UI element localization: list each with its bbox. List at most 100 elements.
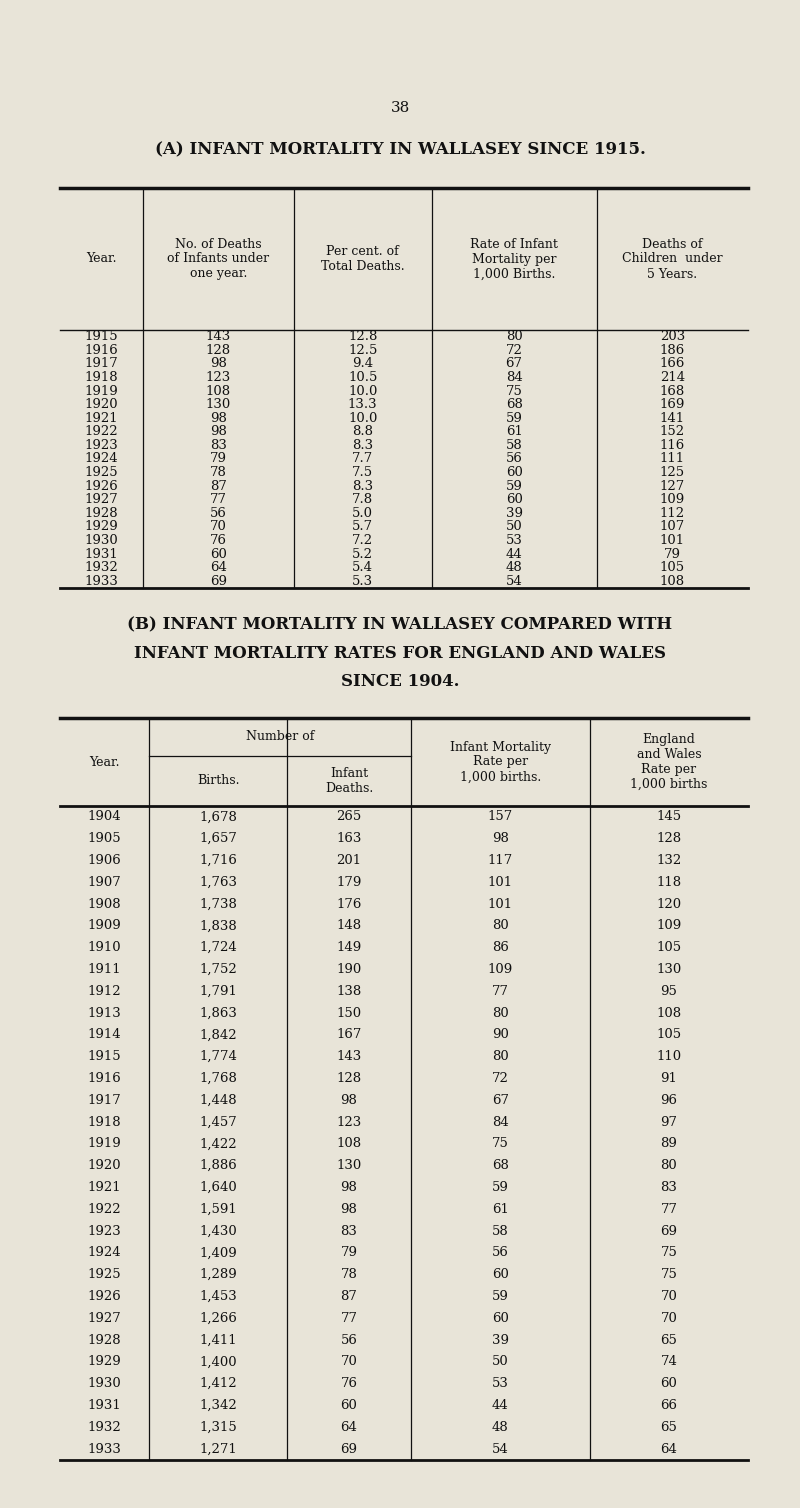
- Text: 120: 120: [656, 897, 682, 911]
- Text: 9.4: 9.4: [352, 357, 374, 371]
- Text: 166: 166: [660, 357, 685, 371]
- Text: 111: 111: [660, 452, 685, 466]
- Text: 1,838: 1,838: [199, 920, 237, 932]
- Text: 5.7: 5.7: [352, 520, 374, 534]
- Text: Year.: Year.: [90, 756, 120, 769]
- Text: 98: 98: [341, 1181, 358, 1194]
- Text: 132: 132: [656, 854, 682, 867]
- Text: 1924: 1924: [85, 452, 118, 466]
- Text: 1,678: 1,678: [199, 810, 237, 823]
- Text: 64: 64: [341, 1421, 358, 1434]
- Text: 148: 148: [336, 920, 362, 932]
- Text: 59: 59: [506, 480, 522, 493]
- Text: 72: 72: [506, 344, 522, 357]
- Text: 98: 98: [341, 1203, 358, 1215]
- Text: 1924: 1924: [88, 1247, 122, 1259]
- Text: 176: 176: [336, 897, 362, 911]
- Text: 80: 80: [492, 920, 509, 932]
- Text: 79: 79: [210, 452, 226, 466]
- Text: 108: 108: [656, 1007, 682, 1019]
- Text: 1915: 1915: [85, 330, 118, 344]
- Text: 77: 77: [492, 985, 509, 998]
- Text: 95: 95: [661, 985, 678, 998]
- Text: 60: 60: [492, 1268, 509, 1282]
- Text: 5.2: 5.2: [352, 547, 374, 561]
- Text: 87: 87: [341, 1289, 358, 1303]
- Text: 163: 163: [336, 832, 362, 844]
- Text: SINCE 1904.: SINCE 1904.: [341, 673, 459, 689]
- Text: 127: 127: [660, 480, 685, 493]
- Text: 1928: 1928: [85, 507, 118, 520]
- Text: 1915: 1915: [88, 1050, 122, 1063]
- Text: 84: 84: [492, 1116, 509, 1128]
- Text: 112: 112: [660, 507, 685, 520]
- Text: 125: 125: [660, 466, 685, 480]
- Text: 48: 48: [492, 1421, 509, 1434]
- Text: 130: 130: [336, 1160, 362, 1172]
- Text: 150: 150: [336, 1007, 362, 1019]
- Text: 1908: 1908: [88, 897, 122, 911]
- Text: 1,315: 1,315: [199, 1421, 237, 1434]
- Text: No. of Deaths
of Infants under
one year.: No. of Deaths of Infants under one year.: [167, 237, 270, 280]
- Text: 1927: 1927: [85, 493, 118, 507]
- Text: 1,886: 1,886: [199, 1160, 237, 1172]
- Text: 1,716: 1,716: [199, 854, 237, 867]
- Text: INFANT MORTALITY RATES FOR ENGLAND AND WALES: INFANT MORTALITY RATES FOR ENGLAND AND W…: [134, 644, 666, 662]
- Text: 67: 67: [492, 1093, 509, 1107]
- Text: 91: 91: [661, 1072, 678, 1084]
- Text: 60: 60: [492, 1312, 509, 1326]
- Text: 186: 186: [660, 344, 685, 357]
- Text: 83: 83: [210, 439, 226, 452]
- Text: 1,591: 1,591: [199, 1203, 237, 1215]
- Text: 64: 64: [210, 561, 226, 575]
- Text: 98: 98: [492, 832, 509, 844]
- Text: 214: 214: [660, 371, 685, 385]
- Text: 10.0: 10.0: [348, 385, 378, 398]
- Text: 105: 105: [656, 1028, 682, 1042]
- Text: 1923: 1923: [88, 1224, 122, 1238]
- Text: 90: 90: [492, 1028, 509, 1042]
- Text: 123: 123: [336, 1116, 362, 1128]
- Text: Infant Mortality
Rate per
1,000 births.: Infant Mortality Rate per 1,000 births.: [450, 740, 551, 784]
- Text: 76: 76: [341, 1377, 358, 1390]
- Text: 109: 109: [488, 964, 513, 976]
- Text: 56: 56: [492, 1247, 509, 1259]
- Text: 80: 80: [492, 1050, 509, 1063]
- Text: 1911: 1911: [88, 964, 122, 976]
- Text: 7.7: 7.7: [352, 452, 374, 466]
- Text: 59: 59: [506, 412, 522, 425]
- Text: 105: 105: [656, 941, 682, 955]
- Text: 101: 101: [488, 876, 513, 888]
- Text: 12.8: 12.8: [348, 330, 378, 344]
- Text: 5.4: 5.4: [352, 561, 374, 575]
- Text: 77: 77: [660, 1203, 678, 1215]
- Text: 53: 53: [492, 1377, 509, 1390]
- Text: 65: 65: [661, 1333, 678, 1347]
- Text: 1,400: 1,400: [199, 1356, 237, 1368]
- Text: 1925: 1925: [85, 466, 118, 480]
- Text: 167: 167: [336, 1028, 362, 1042]
- Text: 98: 98: [341, 1093, 358, 1107]
- Text: 1933: 1933: [88, 1443, 122, 1455]
- Text: 75: 75: [506, 385, 522, 398]
- Text: 79: 79: [664, 547, 681, 561]
- Text: 1928: 1928: [88, 1333, 122, 1347]
- Text: 70: 70: [341, 1356, 358, 1368]
- Text: Year.: Year.: [86, 252, 117, 265]
- Text: 12.5: 12.5: [348, 344, 378, 357]
- Text: 58: 58: [506, 439, 522, 452]
- Text: 86: 86: [492, 941, 509, 955]
- Text: 80: 80: [492, 1007, 509, 1019]
- Text: 1932: 1932: [85, 561, 118, 575]
- Text: 1916: 1916: [88, 1072, 122, 1084]
- Text: 69: 69: [660, 1224, 678, 1238]
- Text: 98: 98: [210, 412, 226, 425]
- Text: 1,266: 1,266: [199, 1312, 237, 1326]
- Text: 1,738: 1,738: [199, 897, 237, 911]
- Text: 50: 50: [492, 1356, 509, 1368]
- Text: 1,430: 1,430: [199, 1224, 237, 1238]
- Text: 190: 190: [336, 964, 362, 976]
- Text: 78: 78: [341, 1268, 358, 1282]
- Text: 101: 101: [488, 897, 513, 911]
- Text: 60: 60: [210, 547, 226, 561]
